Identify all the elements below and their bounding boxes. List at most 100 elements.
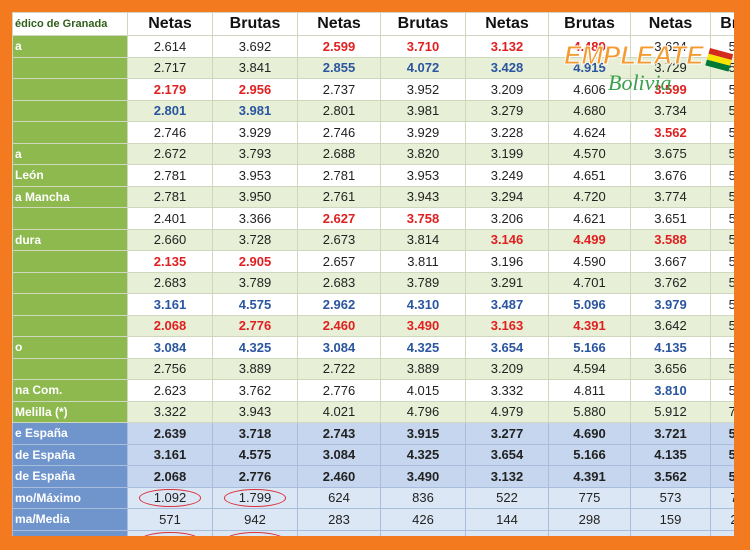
summary-cell: 3.490 bbox=[380, 465, 466, 488]
summary-cell: 3.277 bbox=[465, 422, 549, 445]
table-cell: 3.196 bbox=[465, 250, 549, 273]
summary-cell: 5. bbox=[710, 422, 734, 445]
row-label: Melilla (*) bbox=[12, 400, 128, 423]
stat-cell: 1.092 bbox=[127, 486, 213, 509]
table-cell: 3.889 bbox=[212, 357, 298, 380]
stat-cell: 298 bbox=[548, 508, 631, 531]
table-cell: 3.953 bbox=[212, 164, 298, 187]
table-cell: 3.981 bbox=[212, 99, 298, 122]
summary-label: de España bbox=[12, 465, 128, 488]
table-cell: 3.710 bbox=[380, 35, 466, 58]
table-cell: 2.756 bbox=[127, 357, 213, 380]
row-label bbox=[12, 78, 128, 101]
table-cell: 2.737 bbox=[297, 78, 381, 101]
table-cell: 2.855 bbox=[297, 56, 381, 79]
table-cell: 3.132 bbox=[465, 35, 549, 58]
table-cell: 3.810 bbox=[630, 379, 711, 402]
table-cell: 3.490 bbox=[380, 314, 466, 337]
stat-cell: 25,38 bbox=[297, 529, 381, 536]
table-cell: 2.657 bbox=[297, 250, 381, 273]
table-cell: 3.793 bbox=[212, 142, 298, 165]
table-cell: 4.590 bbox=[548, 250, 631, 273]
table-cell: 4.680 bbox=[548, 99, 631, 122]
table-cell: 2.761 bbox=[297, 185, 381, 208]
table-cell: 3.729 bbox=[630, 56, 711, 79]
stat-cell: 7 bbox=[710, 486, 734, 509]
stat-cell: 283 bbox=[297, 508, 381, 531]
table-cell: 2.683 bbox=[127, 271, 213, 294]
table-cell: 4.594 bbox=[548, 357, 631, 380]
stat-cell: 624 bbox=[297, 486, 381, 509]
summary-cell: 2.639 bbox=[127, 422, 213, 445]
table-cell: 3.811 bbox=[380, 250, 466, 273]
summary-cell: 3.718 bbox=[212, 422, 298, 445]
table-cell: 2.627 bbox=[297, 207, 381, 230]
summary-row: e España 2.639 3.718 2.743 3.915 3.277 4.690 3.… bbox=[12, 422, 734, 445]
table-cell: 3.654 bbox=[465, 336, 549, 359]
table-cell: 4.570 bbox=[548, 142, 631, 165]
stat-label: ma/Media bbox=[12, 508, 128, 531]
summary-cell: 4.391 bbox=[548, 465, 631, 488]
row-label bbox=[12, 207, 128, 230]
header-col-4: Netas bbox=[465, 12, 549, 36]
row-label: León bbox=[12, 164, 128, 187]
table-cell: 4.325 bbox=[380, 336, 466, 359]
table-cell: 3.291 bbox=[465, 271, 549, 294]
table-cell: 5. bbox=[710, 379, 734, 402]
summary-cell: 3.721 bbox=[630, 422, 711, 445]
summary-cell: 3.161 bbox=[127, 443, 213, 466]
table-cell: 3.675 bbox=[630, 142, 711, 165]
stat-row: n. /Máximo 52,82 64,70 25,3823,0516,6717,64… bbox=[12, 529, 734, 536]
header-col-3: Brutas bbox=[380, 12, 466, 36]
circled-value: 64,70 bbox=[223, 531, 287, 536]
table-cell: 3.789 bbox=[212, 271, 298, 294]
stat-cell: 16,08 bbox=[630, 529, 711, 536]
summary-cell: 2.068 bbox=[127, 465, 213, 488]
table-cell: 3.953 bbox=[380, 164, 466, 187]
table-cell: 3.588 bbox=[630, 228, 711, 251]
table-cell: 5. bbox=[710, 121, 734, 144]
table-cell: 2.962 bbox=[297, 293, 381, 316]
row-label: na Com. bbox=[12, 379, 128, 402]
stat-cell: 522 bbox=[465, 486, 549, 509]
table-cell: 3.656 bbox=[630, 357, 711, 380]
stat-cell: 64,70 bbox=[212, 529, 298, 536]
table-cell: 3.651 bbox=[630, 207, 711, 230]
table-cell: 2.905 bbox=[212, 250, 298, 273]
table-cell: 3.758 bbox=[380, 207, 466, 230]
table-cell: 3.279 bbox=[465, 99, 549, 122]
table-cell: 3.929 bbox=[380, 121, 466, 144]
table-cell: 2.776 bbox=[297, 379, 381, 402]
table-cell: 3.841 bbox=[212, 56, 298, 79]
stat-label: mo/Máximo bbox=[12, 486, 128, 509]
table-cell: 2.614 bbox=[127, 35, 213, 58]
table-body: a2.6143.6922.5993.7103.1324.4893.6245.2.… bbox=[12, 35, 734, 536]
table-cell: 5.096 bbox=[548, 293, 631, 316]
table-cell: 2.801 bbox=[127, 99, 213, 122]
summary-cell: 4.575 bbox=[212, 443, 298, 466]
table-cell: 2.135 bbox=[127, 250, 213, 273]
row-label bbox=[12, 121, 128, 144]
table-cell: 3.428 bbox=[465, 56, 549, 79]
table-cell: 7. bbox=[710, 400, 734, 423]
stat-cell: 159 bbox=[630, 508, 711, 531]
table-cell: 2.683 bbox=[297, 271, 381, 294]
table-cell: 4.391 bbox=[548, 314, 631, 337]
table-cell: 3.161 bbox=[127, 293, 213, 316]
table-cell: 4.720 bbox=[548, 185, 631, 208]
stat-label: n. /Máximo bbox=[12, 529, 128, 536]
table-cell: 3.950 bbox=[212, 185, 298, 208]
table-cell: 2.179 bbox=[127, 78, 213, 101]
table-cell: 3.209 bbox=[465, 357, 549, 380]
table-cell: 5. bbox=[710, 228, 734, 251]
summary-cell: 5. bbox=[710, 465, 734, 488]
summary-label: e España bbox=[12, 422, 128, 445]
header-row: édico de Granada Netas Brutas Netas Brutas N… bbox=[12, 12, 734, 36]
table-cell: 2.688 bbox=[297, 142, 381, 165]
table-cell: 3.789 bbox=[380, 271, 466, 294]
table-cell: 3.163 bbox=[465, 314, 549, 337]
table-row: na Com. 2.623 3.762 2.776 4.015 3.332 4.811 3.8… bbox=[12, 379, 734, 402]
stat-cell: 573 bbox=[630, 486, 711, 509]
table-cell: 3.979 bbox=[630, 293, 711, 316]
